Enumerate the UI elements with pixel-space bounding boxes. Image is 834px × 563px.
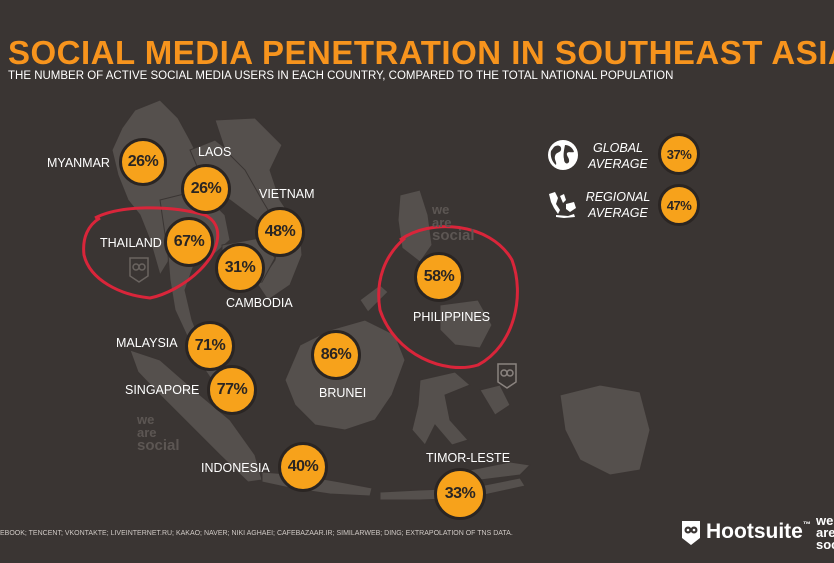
partner-logo-line: are bbox=[816, 525, 834, 540]
value-circle-global-average: 37% bbox=[658, 133, 700, 175]
owl-badge-icon bbox=[497, 363, 517, 389]
value-circle-singapore: 77% bbox=[207, 365, 257, 415]
philippines-annotation-circle bbox=[377, 225, 519, 370]
country-label-malaysia: MALAYSIA bbox=[116, 336, 178, 350]
globe-icon bbox=[548, 140, 578, 170]
country-label-cambodia: CAMBODIA bbox=[226, 296, 293, 310]
country-label-philippines: PHILIPPINES bbox=[413, 310, 491, 324]
page-title: SOCIAL MEDIA PENETRATION IN SOUTHEAST AS… bbox=[8, 34, 834, 71]
hootsuite-logo: Hootsuite™ bbox=[706, 520, 811, 544]
country-label-myanmar: MYANMAR bbox=[47, 156, 110, 170]
value-circle-malaysia: 71% bbox=[185, 321, 235, 371]
value-circle-indonesia: 40% bbox=[278, 442, 328, 492]
sulawesi-shape bbox=[411, 371, 471, 446]
country-label-timor-leste: TIMOR-LESTE bbox=[426, 451, 511, 465]
value-circle-thailand: 67% bbox=[164, 217, 214, 267]
watermark-bottom: we are social bbox=[137, 412, 180, 454]
global-average-line1: GLOBAL bbox=[592, 141, 644, 155]
source-footnote: EBOOK; TENCENT; VKONTAKTE; LIVEINTERNET.… bbox=[0, 530, 513, 537]
watermark-line: social bbox=[432, 227, 475, 244]
watermark-top: we are social bbox=[432, 202, 475, 244]
hootsuite-trademark: ™ bbox=[802, 520, 811, 529]
partner-logo-line: soc bbox=[816, 537, 834, 552]
country-label-singapore: SINGAPORE bbox=[125, 383, 200, 397]
watermark-line: are bbox=[137, 425, 157, 440]
value-circle-vietnam: 48% bbox=[255, 207, 305, 257]
value-circle-timor-leste: 33% bbox=[434, 468, 486, 520]
watermark-line: we bbox=[137, 412, 155, 427]
palawan-shape bbox=[359, 284, 389, 313]
value-circle-regional-average: 47% bbox=[658, 184, 700, 226]
value-circle-myanmar: 26% bbox=[119, 138, 167, 186]
region-map-icon bbox=[549, 192, 576, 218]
global-average-line2: AVERAGE bbox=[588, 157, 648, 171]
country-label-brunei: BRUNEI bbox=[319, 386, 367, 400]
value-circle-brunei: 86% bbox=[311, 330, 361, 380]
country-label-laos: LAOS bbox=[198, 145, 232, 159]
regional-average-line1: REGIONAL bbox=[585, 190, 651, 204]
country-label-vietnam: VIETNAM bbox=[259, 187, 315, 201]
sumatra-shape bbox=[129, 349, 263, 483]
luzon-shape bbox=[397, 189, 433, 263]
moluccas-shape bbox=[479, 384, 511, 416]
value-circle-cambodia: 31% bbox=[215, 243, 265, 293]
watermark-line: we bbox=[432, 202, 450, 217]
value-circle-laos: 26% bbox=[181, 164, 231, 214]
partner-logo-line: we bbox=[816, 513, 834, 528]
watermark-line: are bbox=[432, 215, 452, 230]
country-label-thailand: THAILAND bbox=[100, 236, 162, 250]
thailand-annotation-circle bbox=[82, 206, 220, 300]
we-are-social-logo: we are soc bbox=[816, 513, 834, 552]
regional-average-label: REGIONAL AVERAGE bbox=[580, 189, 656, 221]
papua-shape bbox=[559, 384, 651, 476]
global-average-label: GLOBAL AVERAGE bbox=[586, 140, 650, 172]
hootsuite-owl-icon bbox=[682, 521, 700, 545]
mindanao-shape bbox=[439, 299, 493, 349]
owl-badge-icon bbox=[129, 257, 149, 283]
country-label-indonesia: INDONESIA bbox=[201, 461, 270, 475]
watermark-line: social bbox=[137, 437, 180, 454]
regional-average-line2: AVERAGE bbox=[588, 206, 648, 220]
value-circle-philippines: 58% bbox=[414, 252, 464, 302]
page-subtitle: THE NUMBER OF ACTIVE SOCIAL MEDIA USERS … bbox=[8, 70, 674, 82]
hootsuite-wordmark: Hootsuite bbox=[706, 520, 803, 543]
